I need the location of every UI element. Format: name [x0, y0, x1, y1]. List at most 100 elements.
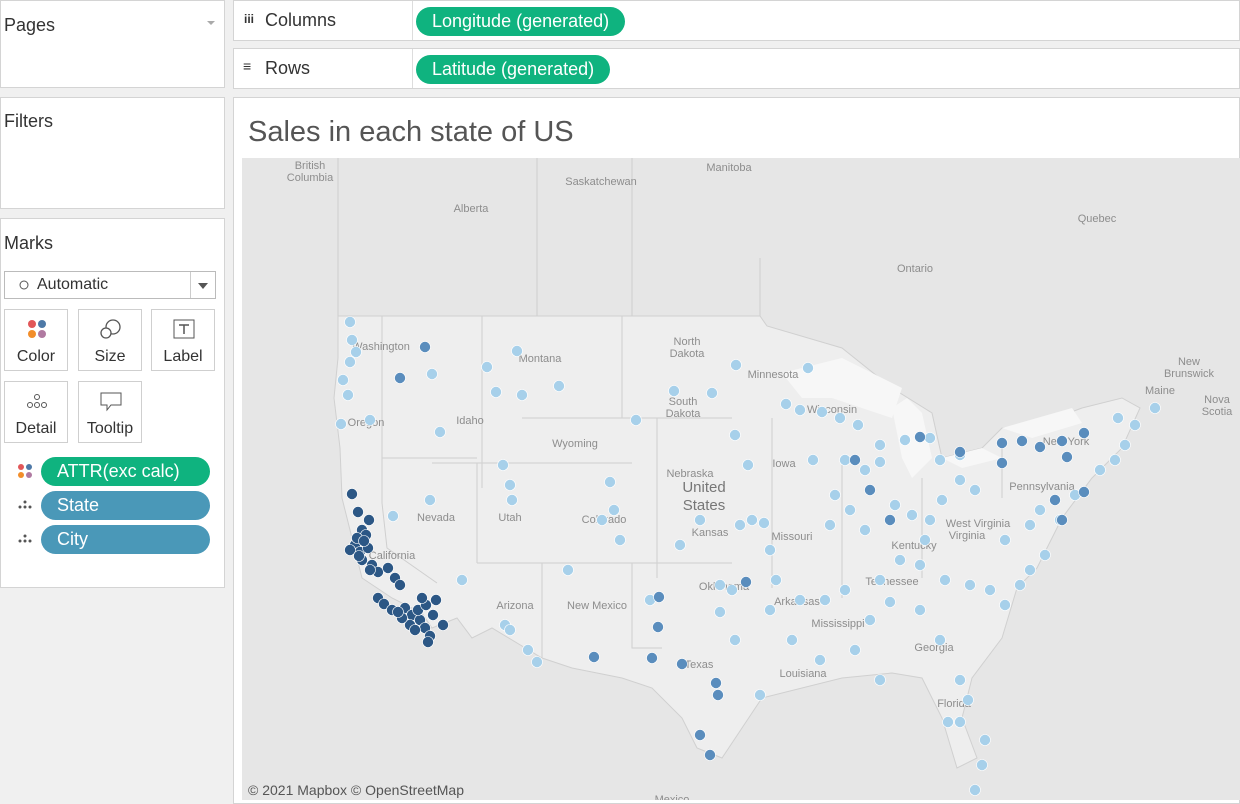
city-mark[interactable] [706, 387, 718, 399]
city-mark[interactable] [604, 476, 616, 488]
tooltip-button[interactable]: Tooltip [78, 381, 142, 443]
city-mark[interactable] [884, 514, 896, 526]
columns-pill[interactable]: Longitude (generated) [416, 7, 626, 36]
city-mark[interactable] [996, 437, 1008, 449]
city-mark[interactable] [942, 716, 954, 728]
city-mark[interactable] [802, 362, 814, 374]
city-mark[interactable] [352, 506, 364, 518]
city-mark[interactable] [829, 489, 841, 501]
city-mark[interactable] [506, 494, 518, 506]
city-mark[interactable] [676, 658, 688, 670]
city-mark[interactable] [344, 356, 356, 368]
city-mark[interactable] [346, 334, 358, 346]
size-button[interactable]: Size [78, 309, 142, 371]
city-mark[interactable] [976, 759, 988, 771]
city-mark[interactable] [504, 624, 516, 636]
city-mark[interactable] [409, 624, 421, 636]
city-mark[interactable] [839, 584, 851, 596]
city-mark[interactable] [344, 316, 356, 328]
city-mark[interactable] [770, 574, 782, 586]
city-mark[interactable] [964, 579, 976, 591]
city-mark[interactable] [712, 689, 724, 701]
city-mark[interactable] [1078, 427, 1090, 439]
detail-pill[interactable]: State [41, 491, 210, 520]
city-mark[interactable] [864, 614, 876, 626]
city-mark[interactable] [424, 494, 436, 506]
city-mark[interactable] [704, 749, 716, 761]
city-mark[interactable] [1016, 435, 1028, 447]
city-mark[interactable] [427, 609, 439, 621]
city-mark[interactable] [874, 674, 886, 686]
color-pill[interactable]: ATTR(exc calc) [41, 457, 210, 486]
city-mark[interactable] [969, 484, 981, 496]
city-mark[interactable] [844, 504, 856, 516]
city-mark[interactable] [794, 594, 806, 606]
city-mark[interactable] [652, 621, 664, 633]
city-mark[interactable] [342, 389, 354, 401]
city-mark[interactable] [984, 584, 996, 596]
city-mark[interactable] [426, 368, 438, 380]
city-mark[interactable] [874, 456, 886, 468]
city-mark[interactable] [1129, 419, 1141, 431]
city-mark[interactable] [337, 374, 349, 386]
city-mark[interactable] [419, 341, 431, 353]
city-mark[interactable] [668, 385, 680, 397]
city-mark[interactable] [939, 574, 951, 586]
city-mark[interactable] [934, 634, 946, 646]
city-mark[interactable] [914, 431, 926, 443]
city-mark[interactable] [1034, 441, 1046, 453]
city-mark[interactable] [734, 519, 746, 531]
city-mark[interactable] [531, 656, 543, 668]
city-mark[interactable] [758, 517, 770, 529]
city-mark[interactable] [562, 564, 574, 576]
city-mark[interactable] [999, 534, 1011, 546]
city-mark[interactable] [1061, 451, 1073, 463]
city-mark[interactable] [490, 386, 502, 398]
city-mark[interactable] [807, 454, 819, 466]
city-mark[interactable] [729, 634, 741, 646]
city-mark[interactable] [884, 596, 896, 608]
city-mark[interactable] [814, 654, 826, 666]
city-mark[interactable] [1024, 519, 1036, 531]
city-mark[interactable] [786, 634, 798, 646]
city-mark[interactable] [378, 598, 390, 610]
city-mark[interactable] [1112, 412, 1124, 424]
city-mark[interactable] [936, 494, 948, 506]
city-mark[interactable] [653, 591, 665, 603]
city-mark[interactable] [1056, 435, 1068, 447]
detail-pill[interactable]: City [41, 525, 210, 554]
city-mark[interactable] [1094, 464, 1106, 476]
city-mark[interactable] [924, 432, 936, 444]
city-mark[interactable] [511, 345, 523, 357]
city-mark[interactable] [780, 398, 792, 410]
city-mark[interactable] [859, 524, 871, 536]
city-mark[interactable] [834, 412, 846, 424]
city-mark[interactable] [824, 519, 836, 531]
city-mark[interactable] [794, 404, 806, 416]
city-mark[interactable] [392, 606, 404, 618]
city-mark[interactable] [630, 414, 642, 426]
city-mark[interactable] [437, 619, 449, 631]
city-mark[interactable] [422, 636, 434, 648]
city-mark[interactable] [1034, 504, 1046, 516]
city-mark[interactable] [344, 544, 356, 556]
city-mark[interactable] [430, 594, 442, 606]
city-mark[interactable] [434, 426, 446, 438]
city-mark[interactable] [864, 484, 876, 496]
city-mark[interactable] [608, 504, 620, 516]
city-mark[interactable] [710, 677, 722, 689]
city-mark[interactable] [1119, 439, 1131, 451]
city-mark[interactable] [914, 559, 926, 571]
city-mark[interactable] [358, 535, 370, 547]
city-mark[interactable] [740, 576, 752, 588]
rows-pill[interactable]: Latitude (generated) [416, 55, 611, 84]
city-mark[interactable] [1024, 564, 1036, 576]
city-mark[interactable] [714, 606, 726, 618]
city-mark[interactable] [849, 454, 861, 466]
city-mark[interactable] [481, 361, 493, 373]
city-mark[interactable] [394, 372, 406, 384]
city-mark[interactable] [934, 454, 946, 466]
city-mark[interactable] [1078, 486, 1090, 498]
city-mark[interactable] [416, 592, 428, 604]
city-mark[interactable] [596, 514, 608, 526]
